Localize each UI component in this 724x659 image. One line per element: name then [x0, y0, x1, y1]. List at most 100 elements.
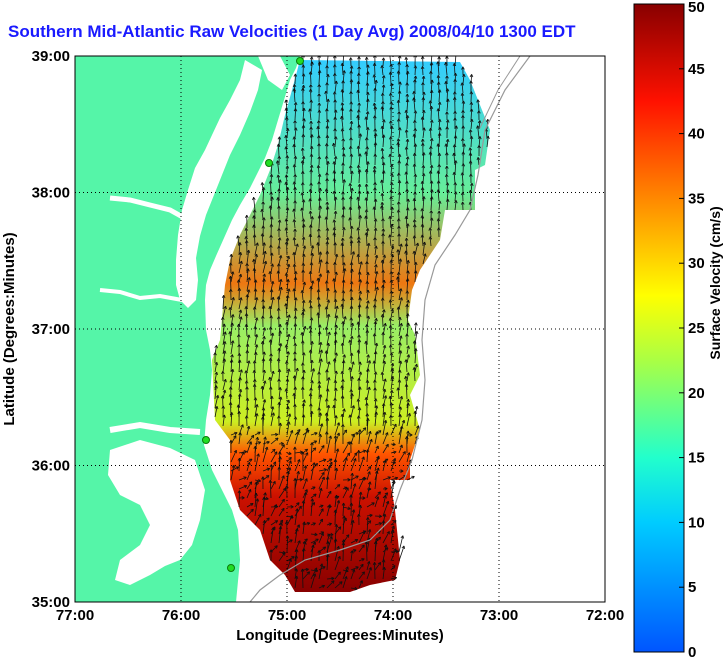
- velocity-arrowhead: [439, 119, 442, 123]
- velocity-arrowhead: [380, 372, 383, 376]
- velocity-arrowhead: [342, 153, 345, 157]
- velocity-arrowhead: [384, 513, 387, 517]
- velocity-arrowhead: [279, 451, 282, 455]
- velocity-arrowhead: [221, 405, 224, 409]
- velocity-arrowhead: [278, 255, 282, 258]
- velocity-arrowhead: [352, 483, 356, 487]
- velocity-arrowhead: [319, 487, 322, 491]
- velocity-arrowhead: [302, 386, 305, 390]
- velocity-arrowhead: [369, 520, 372, 524]
- velocity-arrowhead: [374, 87, 377, 91]
- velocity-arrowhead: [365, 324, 368, 328]
- velocity-arrowhead: [343, 360, 346, 364]
- velocity-arrowhead: [366, 98, 369, 102]
- velocity-arrowhead: [397, 225, 400, 229]
- velocity-arrowhead: [263, 436, 266, 440]
- velocity-arrow: [302, 571, 310, 580]
- velocity-arrowhead: [401, 396, 404, 400]
- velocity-arrowhead: [270, 180, 273, 184]
- velocity-arrowhead: [232, 271, 235, 275]
- velocity-arrows: [213, 56, 490, 591]
- velocity-arrow: [422, 253, 426, 265]
- velocity-arrow: [278, 330, 281, 346]
- velocity-arrowhead: [238, 309, 242, 313]
- velocity-arrowhead: [398, 335, 402, 339]
- velocity-arrowhead: [382, 218, 385, 222]
- velocity-arrowhead: [375, 142, 378, 146]
- velocity-arrowhead: [357, 321, 361, 325]
- velocity-arrowhead: [327, 119, 330, 123]
- velocity-arrow: [366, 354, 369, 364]
- velocity-arrowhead: [396, 209, 399, 213]
- velocity-arrowhead: [310, 224, 313, 228]
- velocity-arrowhead: [296, 568, 298, 572]
- velocity-arrow: [310, 368, 315, 382]
- velocity-arrow: [453, 63, 456, 76]
- velocity-arrowhead: [347, 508, 351, 511]
- velocity-arrowhead: [374, 115, 377, 119]
- velocity-arrow: [381, 372, 384, 382]
- velocity-arrow: [334, 324, 337, 337]
- velocity-arrowhead: [278, 296, 281, 300]
- velocity-arrowhead: [301, 403, 304, 407]
- velocity-arrow: [382, 75, 385, 85]
- velocity-arrowhead: [377, 562, 381, 565]
- colorbar-tick-label: 20: [688, 385, 705, 402]
- velocity-arrow: [398, 127, 401, 139]
- velocity-arrow: [350, 569, 355, 580]
- velocity-arrow: [310, 134, 313, 148]
- velocity-arrowhead: [248, 250, 251, 254]
- velocity-arrowhead: [293, 343, 296, 347]
- velocity-arrowhead: [446, 111, 449, 115]
- velocity-arrowhead: [407, 198, 410, 202]
- velocity-arrowhead: [286, 333, 290, 337]
- velocity-arrow: [342, 569, 349, 572]
- velocity-arrowhead: [363, 450, 367, 454]
- velocity-arrowhead: [263, 250, 266, 254]
- velocity-arrowhead: [407, 138, 410, 143]
- velocity-arrowhead: [254, 360, 257, 364]
- velocity-arrowhead: [374, 318, 377, 321]
- velocity-arrowhead: [367, 380, 370, 384]
- velocity-arrowhead: [358, 239, 361, 243]
- velocity-arrowhead: [447, 88, 450, 92]
- velocity-arrowhead: [358, 133, 361, 137]
- velocity-arrowhead: [367, 71, 370, 75]
- velocity-arrowhead: [374, 562, 377, 566]
- velocity-arrowhead: [452, 97, 456, 101]
- velocity-arrowhead: [318, 324, 321, 328]
- velocity-arrowhead: [263, 278, 266, 282]
- velocity-arrowhead: [398, 258, 401, 262]
- velocity-arrowhead: [383, 170, 386, 174]
- velocity-arrow: [253, 268, 256, 283]
- velocity-arrowhead: [240, 424, 244, 427]
- velocity-arrow: [254, 479, 261, 482]
- velocity-arrowhead: [230, 322, 233, 326]
- velocity-arrowhead: [421, 142, 424, 146]
- velocity-arrowhead: [406, 146, 409, 150]
- velocity-arrowhead: [388, 335, 391, 339]
- velocity-arrowhead: [245, 407, 248, 411]
- velocity-arrowhead: [310, 188, 313, 192]
- velocity-arrowhead: [244, 227, 247, 232]
- velocity-arrowhead: [367, 300, 370, 304]
- velocity-arrow: [222, 341, 226, 355]
- velocity-arrow: [357, 398, 360, 409]
- velocity-arrowhead: [244, 236, 247, 240]
- velocity-arrowhead: [325, 135, 328, 139]
- velocity-arrowhead: [373, 133, 377, 137]
- velocity-arrowhead: [330, 435, 332, 439]
- velocity-arrowhead: [294, 120, 297, 124]
- velocity-arrowhead: [239, 287, 242, 291]
- velocity-arrowhead: [373, 321, 376, 325]
- velocity-arrowhead: [238, 389, 242, 392]
- velocity-arrowhead: [296, 549, 299, 553]
- velocity-arrowhead: [229, 412, 233, 416]
- velocity-arrowhead: [373, 128, 376, 132]
- velocity-arrowhead: [328, 533, 331, 538]
- velocity-arrow: [310, 463, 318, 472]
- velocity-arrowhead: [412, 224, 416, 228]
- velocity-arrowhead: [351, 352, 354, 356]
- velocity-arrowhead: [356, 81, 359, 85]
- velocity-arrowhead: [224, 350, 227, 354]
